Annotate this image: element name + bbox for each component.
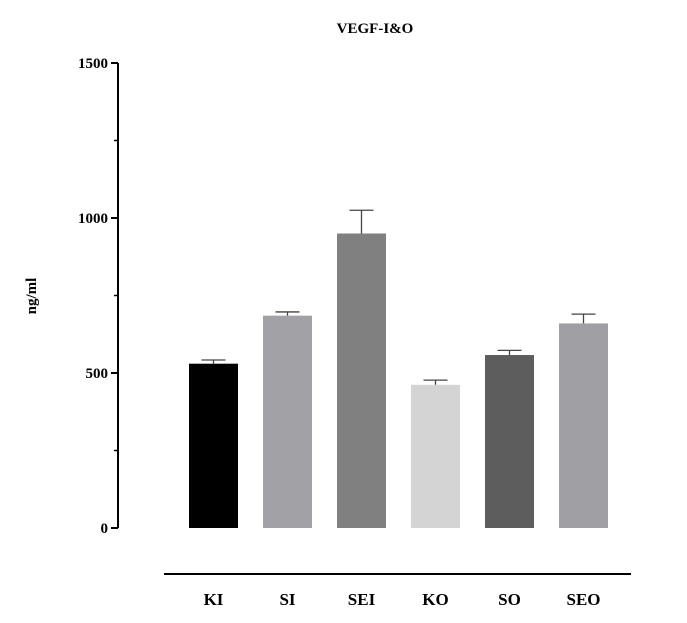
y-tick-label: 500 — [86, 366, 109, 382]
bar-ko — [411, 384, 460, 528]
bar-sei — [337, 233, 386, 528]
chart-title: VEGF-I&O — [337, 21, 414, 37]
bar-ki — [189, 363, 238, 528]
x-axis: KI SI SEI KO SO SEO — [164, 573, 631, 609]
y-axis-label: ng/ml — [24, 278, 40, 315]
bars-group — [189, 209, 608, 528]
x-tick-label: KI — [204, 590, 224, 609]
y-tick-label: 0 — [101, 521, 109, 537]
bar-seo — [559, 323, 608, 528]
x-tick-label: SEI — [348, 590, 376, 609]
x-tick-label: SEO — [566, 590, 600, 609]
bar-si — [263, 315, 312, 528]
x-tick-label: KO — [422, 590, 448, 609]
bar-so — [485, 355, 534, 528]
y-tick-label: 1000 — [78, 211, 108, 227]
y-tick-label: 1500 — [78, 56, 108, 72]
x-tick-label: SI — [279, 590, 295, 609]
y-axis: 0 500 1000 1500 — [78, 56, 119, 537]
x-tick-label: SO — [498, 590, 521, 609]
